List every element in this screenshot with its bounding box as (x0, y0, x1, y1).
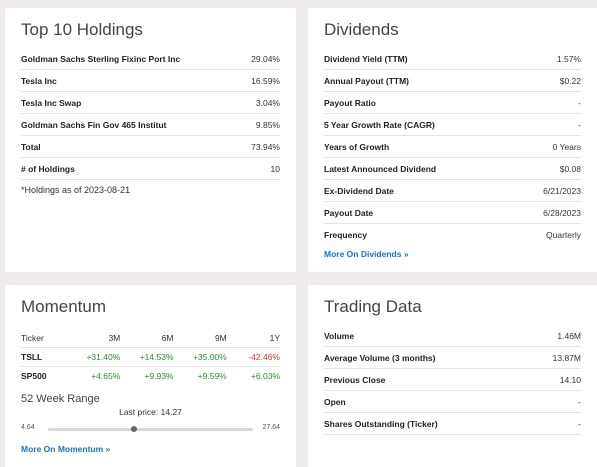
holding-row: Tesla Inc Swap 3.04% (21, 92, 280, 114)
return-cell: +14.53% (139, 352, 174, 362)
row-value: - (578, 418, 581, 429)
holding-row: Goldman Sachs Sterling Fixinc Port Inc 2… (21, 48, 280, 70)
ex-dividend-date-row: Ex-Dividend Date 6/21/2023 (324, 180, 581, 202)
shares-outstanding-row: Shares Outstanding (Ticker) - (324, 413, 581, 435)
last-price-marker (131, 426, 138, 432)
annual-payout-row: Annual Payout (TTM) $0.22 (324, 70, 581, 92)
holdings-total-label: Total (21, 141, 41, 152)
row-value: 13.87M (552, 352, 581, 363)
holdings-total-row: Total 73.94% (21, 136, 280, 158)
holdings-total-value: 73.94% (251, 141, 280, 152)
row-label: Volume (324, 330, 355, 341)
row-label: Dividend Yield (TTM) (324, 53, 408, 64)
row-label: Average Volume (3 months) (324, 352, 436, 363)
range-low-value: 4.64 (21, 424, 35, 431)
last-price-label: Last price: 14.27 (119, 407, 182, 417)
frequency-row: Frequency Quarterly (324, 224, 581, 245)
latest-dividend-row: Latest Announced Dividend $0.08 (324, 158, 581, 180)
dividends-table: Dividend Yield (TTM) 1.57% Annual Payout… (324, 48, 581, 245)
holdings-date-note: *Holdings as of 2023-08-21 (21, 185, 131, 195)
col-header-3m: 3M (108, 333, 121, 343)
top-holdings-card: Top 10 Holdings Goldman Sachs Sterling F… (5, 8, 296, 272)
trading-table: Volume 1.46M Average Volume (3 months) 1… (324, 325, 581, 435)
row-value: Quarterly (546, 229, 581, 240)
return-cell: +35.00% (192, 352, 227, 362)
return-cell: +9.93% (144, 371, 174, 381)
momentum-row-sp500: SP500 +4.65% +9.93% +9.59% +6.03% (21, 367, 280, 385)
row-value: $0.22 (559, 75, 581, 86)
row-label: Ex-Dividend Date (324, 185, 394, 196)
dividends-title: Dividends (324, 20, 399, 39)
holding-weight: 9.85% (255, 119, 280, 130)
col-header-1y: 1Y (269, 333, 280, 343)
row-label: Shares Outstanding (Ticker) (324, 418, 438, 429)
row-value: - (578, 396, 581, 407)
week-range-bar (48, 426, 253, 432)
row-value: 1.46M (557, 330, 581, 341)
row-label: Open (324, 396, 346, 407)
row-label: Latest Announced Dividend (324, 163, 437, 174)
average-volume-row: Average Volume (3 months) 13.87M (324, 347, 581, 369)
momentum-row-tsll: TSLL +31.40% +14.53% +35.00% -42.46% (21, 348, 280, 367)
row-value: $0.08 (559, 163, 581, 174)
holding-row: Tesla Inc 16.59% (21, 70, 280, 92)
holding-weight: 29.04% (251, 53, 280, 64)
row-label: Years of Growth (324, 141, 390, 152)
trading-title: Trading Data (324, 297, 422, 316)
ticker-cell: TSLL (21, 352, 43, 362)
momentum-card: Momentum Ticker 3M 6M 9M 1Y TSLL +31.40%… (5, 285, 296, 467)
holding-weight: 16.59% (251, 75, 280, 86)
row-label: Previous Close (324, 374, 386, 385)
holding-name: Goldman Sachs Sterling Fixinc Port Inc (21, 53, 181, 64)
holding-name: Tesla Inc (21, 75, 57, 86)
row-value: - (578, 97, 581, 108)
ticker-cell: SP500 (21, 371, 47, 381)
row-value: 1.57% (556, 53, 581, 64)
return-cell: +9.59% (197, 371, 227, 381)
open-row: Open - (324, 391, 581, 413)
holding-row: Goldman Sachs Fin Gov 465 Institut 9.85% (21, 114, 280, 136)
momentum-table: Ticker 3M 6M 9M 1Y TSLL +31.40% +14.53% … (21, 329, 280, 385)
payout-date-row: Payout Date 6/28/2023 (324, 202, 581, 224)
row-value: 14.10 (559, 374, 581, 385)
holdings-title: Top 10 Holdings (21, 20, 143, 39)
week-range-title: 52 Week Range (21, 393, 100, 405)
more-on-dividends-link[interactable]: More On Dividends » (324, 249, 409, 259)
holding-weight: 3.04% (255, 97, 280, 108)
holdings-count-label: # of Holdings (21, 163, 75, 174)
previous-close-row: Previous Close 14.10 (324, 369, 581, 391)
more-on-momentum-link[interactable]: More On Momentum » (21, 444, 111, 454)
payout-ratio-row: Payout Ratio - (324, 92, 581, 114)
row-label: 5 Year Growth Rate (CAGR) (324, 119, 435, 130)
col-header-ticker: Ticker (21, 333, 44, 343)
holdings-table: Goldman Sachs Sterling Fixinc Port Inc 2… (21, 48, 280, 195)
range-high-value: 27.64 (262, 424, 280, 431)
volume-row: Volume 1.46M (324, 325, 581, 347)
holdings-count-value: 10 (270, 163, 280, 174)
dividends-card: Dividends Dividend Yield (TTM) 1.57% Ann… (308, 8, 597, 272)
row-label: Annual Payout (TTM) (324, 75, 409, 86)
momentum-title: Momentum (21, 297, 107, 316)
col-header-9m: 9M (214, 333, 227, 343)
row-value: 6/21/2023 (543, 185, 581, 196)
momentum-header-row: Ticker 3M 6M 9M 1Y (21, 329, 280, 348)
growth-rate-row: 5 Year Growth Rate (CAGR) - (324, 114, 581, 136)
row-value: 6/28/2023 (543, 207, 581, 218)
dividend-yield-row: Dividend Yield (TTM) 1.57% (324, 48, 581, 70)
trading-data-card: Trading Data Volume 1.46M Average Volume… (308, 285, 597, 467)
col-header-6m: 6M (161, 333, 174, 343)
row-label: Frequency (324, 229, 367, 240)
row-value: - (578, 119, 581, 130)
return-cell: +6.03% (250, 371, 280, 381)
years-of-growth-row: Years of Growth 0 Years (324, 136, 581, 158)
holding-name: Tesla Inc Swap (21, 97, 82, 108)
holding-name: Goldman Sachs Fin Gov 465 Institut (21, 119, 167, 130)
row-value: 0 Years (552, 141, 581, 152)
return-cell: +4.65% (91, 371, 121, 381)
return-cell: +31.40% (86, 352, 121, 362)
holdings-count-row: # of Holdings 10 (21, 158, 280, 180)
return-cell: -42.46% (248, 352, 280, 362)
row-label: Payout Date (324, 207, 374, 218)
row-label: Payout Ratio (324, 97, 376, 108)
